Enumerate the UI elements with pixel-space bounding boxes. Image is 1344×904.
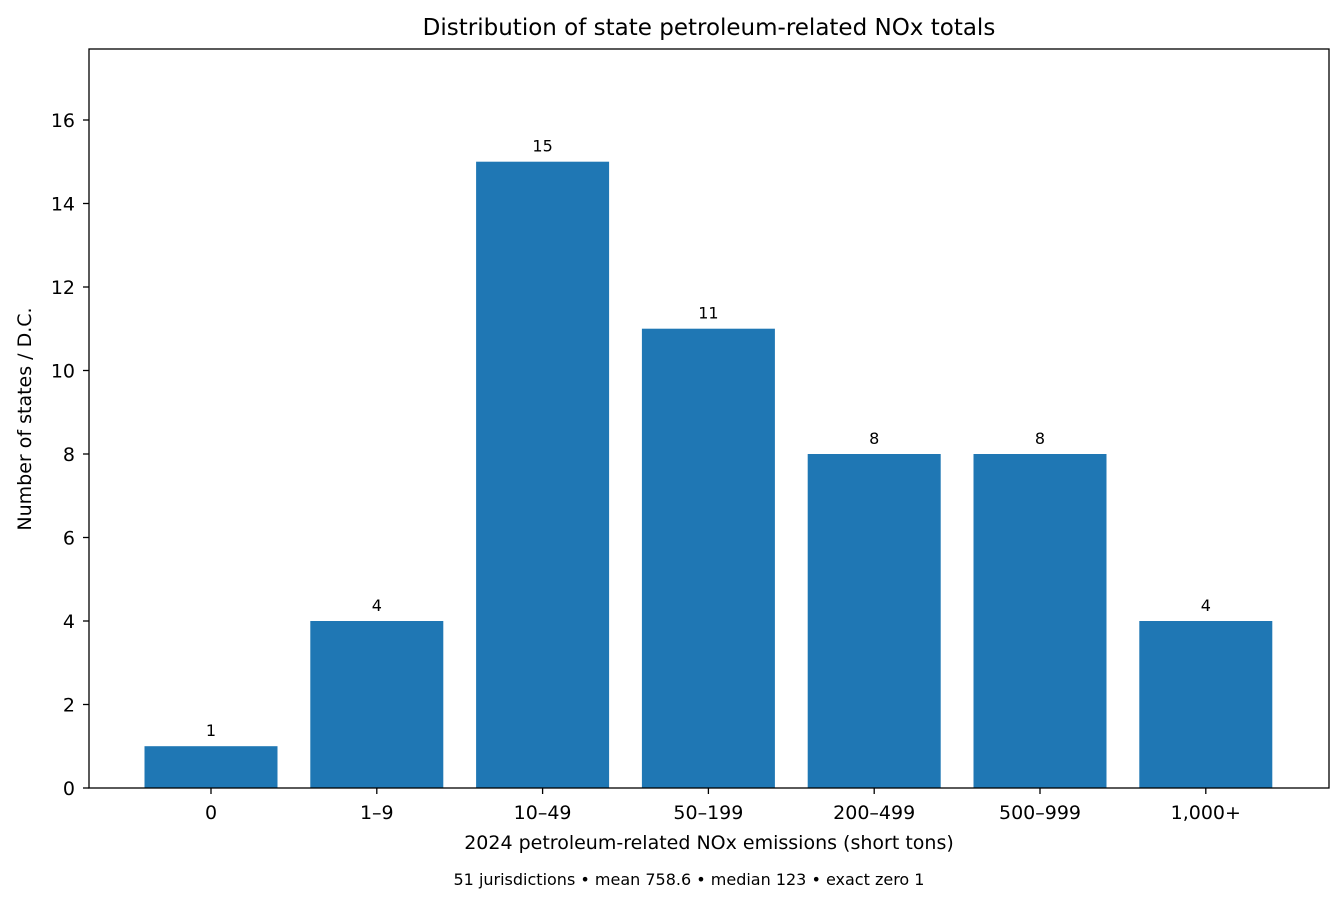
data-label-4: 8 [869,429,879,448]
x-tick-label-1: 1–9 [360,802,394,824]
bar-0 [144,746,278,788]
bar-1 [310,621,444,788]
data-label-3: 11 [698,304,718,323]
y-tick-label-2: 4 [63,611,75,633]
bar-3 [641,328,775,788]
data-label-6: 4 [1201,596,1211,615]
plot-frame [88,48,1330,789]
chart-caption: 51 jurisdictions • mean 758.6 • median 1… [454,870,925,889]
chart-title: Distribution of state petroleum-related … [423,15,996,41]
data-label-5: 8 [1035,429,1045,448]
data-labels-layer: 1 4 15 11 8 8 4 [206,137,1211,741]
data-label-0: 1 [206,721,216,740]
y-axis-ticks: 0 2 4 6 8 10 12 14 16 [51,110,89,800]
bar-6 [1139,621,1273,788]
y-axis-label: Number of states / D.C. [14,307,36,530]
x-tick-label-3: 50–199 [673,802,743,824]
y-tick-label-0: 0 [63,778,75,800]
bar-2 [476,161,610,788]
y-tick-label-5: 10 [51,361,75,383]
x-tick-label-6: 1,000+ [1171,802,1241,824]
bars-layer [144,161,1273,788]
y-tick-label-7: 14 [51,194,75,216]
x-tick-label-5: 500–999 [999,802,1081,824]
y-tick-label-1: 2 [63,695,75,717]
y-tick-label-3: 6 [63,528,75,550]
x-axis-label: 2024 petroleum-related NOx emissions (sh… [464,832,954,854]
y-tick-label-8: 16 [51,110,75,132]
x-axis-ticks: 0 1–9 10–49 50–199 200–499 500–999 1,000+ [205,788,1241,824]
data-label-2: 15 [532,137,552,156]
bar-4 [807,454,941,788]
x-tick-label-4: 200–499 [833,802,915,824]
x-tick-label-0: 0 [205,802,217,824]
y-tick-label-6: 12 [51,277,75,299]
bar-5 [973,454,1107,788]
data-label-1: 4 [372,596,382,615]
x-tick-label-2: 10–49 [514,802,572,824]
y-tick-label-4: 8 [63,444,75,466]
